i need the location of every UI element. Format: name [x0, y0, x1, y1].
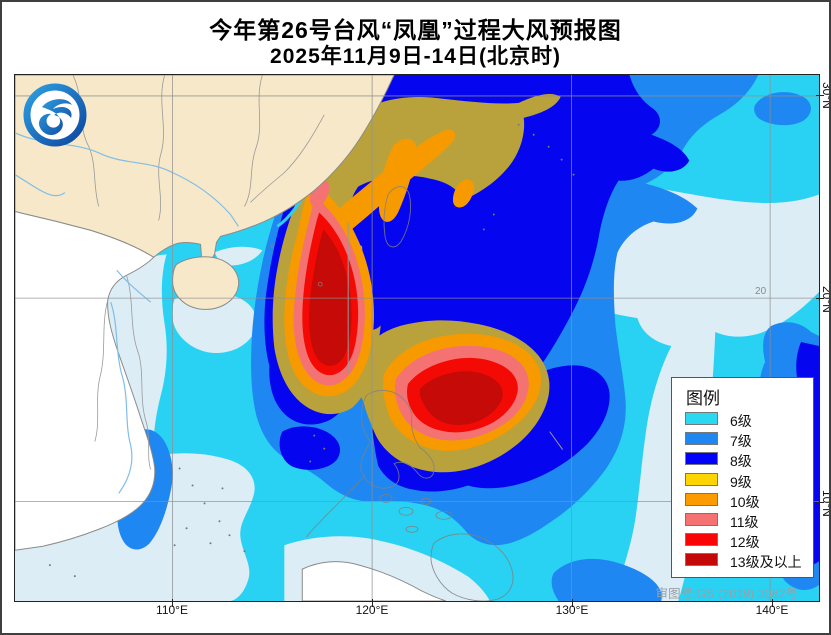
wind-area-level13	[309, 229, 503, 426]
legend-label: 6级	[730, 413, 752, 429]
legend-title: 图例	[686, 389, 720, 408]
land-borneo	[301, 561, 447, 601]
axis-tick	[816, 502, 824, 503]
x-axis-label-110e: 110°E	[156, 603, 188, 617]
x-axis-label-120e: 120°E	[355, 603, 389, 617]
palawan-outline	[305, 473, 367, 538]
island-specks	[48, 123, 575, 578]
legend-item: 11级	[672, 510, 813, 530]
land-indochina	[15, 210, 156, 551]
axis-tick	[816, 95, 824, 96]
page-title: 今年第26号台风“凤凰”过程大风预报图	[209, 17, 622, 43]
legend-swatch-level7	[685, 432, 718, 446]
legend-swatch-level11	[685, 512, 718, 526]
island-outlines	[270, 186, 514, 601]
x-axis-label-130e: 130°E	[555, 603, 589, 617]
wind-area-level8-enclave	[346, 175, 463, 331]
land-hainan	[172, 256, 240, 310]
legend-swatch-level6	[685, 412, 718, 425]
axis-tick	[572, 599, 573, 607]
legend-swatch-level12	[685, 533, 718, 547]
page-subtitle: 2025年11月9日-14日(北京时)	[270, 45, 561, 68]
legend-label: 13级及以上	[730, 554, 802, 571]
legend-label: 12级	[730, 534, 760, 551]
axis-tick	[172, 599, 173, 607]
legend-swatch-level13	[685, 553, 718, 567]
x-axis-label-140e: 140°E	[755, 603, 789, 617]
legend-item: 8级	[672, 449, 813, 469]
legend-swatch-level8	[685, 452, 718, 466]
axis-tick	[772, 599, 773, 607]
luzon-outline	[360, 389, 435, 489]
legend-swatch-level10	[685, 492, 718, 506]
map-review-number: 审图号:GS (2019) 3082号	[655, 587, 798, 601]
mindanao-outline	[430, 533, 514, 601]
legend-item: 9级	[672, 470, 813, 490]
legend-item: 6级	[672, 409, 813, 429]
legend-item: 10级	[672, 490, 813, 510]
cma-logo-icon	[23, 83, 87, 147]
legend-label: 9级	[730, 473, 752, 490]
admin-borders	[72, 75, 325, 470]
legend-item: 13级及以上	[672, 550, 813, 570]
legend-rows: 6级 7级 8级 9级 10级 11级	[672, 409, 813, 571]
legend-swatch-level9	[685, 472, 718, 486]
y-axis-label-30n: 30°N	[820, 81, 831, 109]
taiwan-outline	[383, 186, 412, 248]
legend-item: 7级	[672, 429, 813, 449]
legend-label: 8级	[730, 453, 752, 470]
y-axis-label-10n: 10°N	[820, 489, 831, 517]
inner-grid-label: 20	[755, 286, 767, 297]
legend-label: 10级	[730, 493, 760, 510]
legend-label: 7级	[730, 433, 752, 450]
legend-label: 11级	[730, 513, 759, 530]
axis-tick	[372, 599, 373, 607]
legend: 图例 6级 7级 8级 9级 10级	[671, 377, 814, 578]
y-axis-label-20n: 20°N	[820, 285, 831, 313]
axis-tick	[816, 298, 824, 299]
legend-item: 12级	[672, 530, 813, 550]
